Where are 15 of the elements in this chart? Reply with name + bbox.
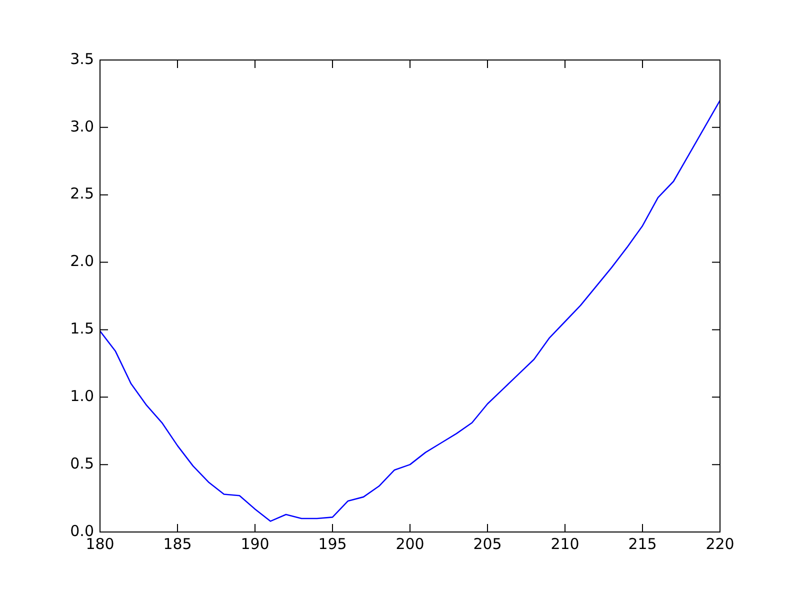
y-tick-label: 2.5 bbox=[70, 184, 94, 203]
x-tick-label: 210 bbox=[550, 534, 580, 553]
y-tick-label: 0.5 bbox=[70, 454, 94, 472]
x-tick-label: 200 bbox=[396, 534, 424, 553]
y-tick-label: 1.5 bbox=[70, 320, 94, 338]
y-tick-label: 2.0 bbox=[70, 252, 94, 270]
x-tick-label: 190 bbox=[240, 534, 270, 553]
x-tick-label: 215 bbox=[628, 534, 657, 553]
y-tick-label: 1.0 bbox=[70, 387, 94, 406]
y-tick-label: 3.0 bbox=[70, 117, 94, 136]
x-tick-label: 195 bbox=[318, 534, 347, 553]
x-tick-label: 185 bbox=[163, 534, 192, 553]
x-tick-label: 205 bbox=[473, 534, 502, 553]
y-tick-label: 3.5 bbox=[70, 50, 94, 68]
x-tick-label: 220 bbox=[706, 534, 734, 553]
